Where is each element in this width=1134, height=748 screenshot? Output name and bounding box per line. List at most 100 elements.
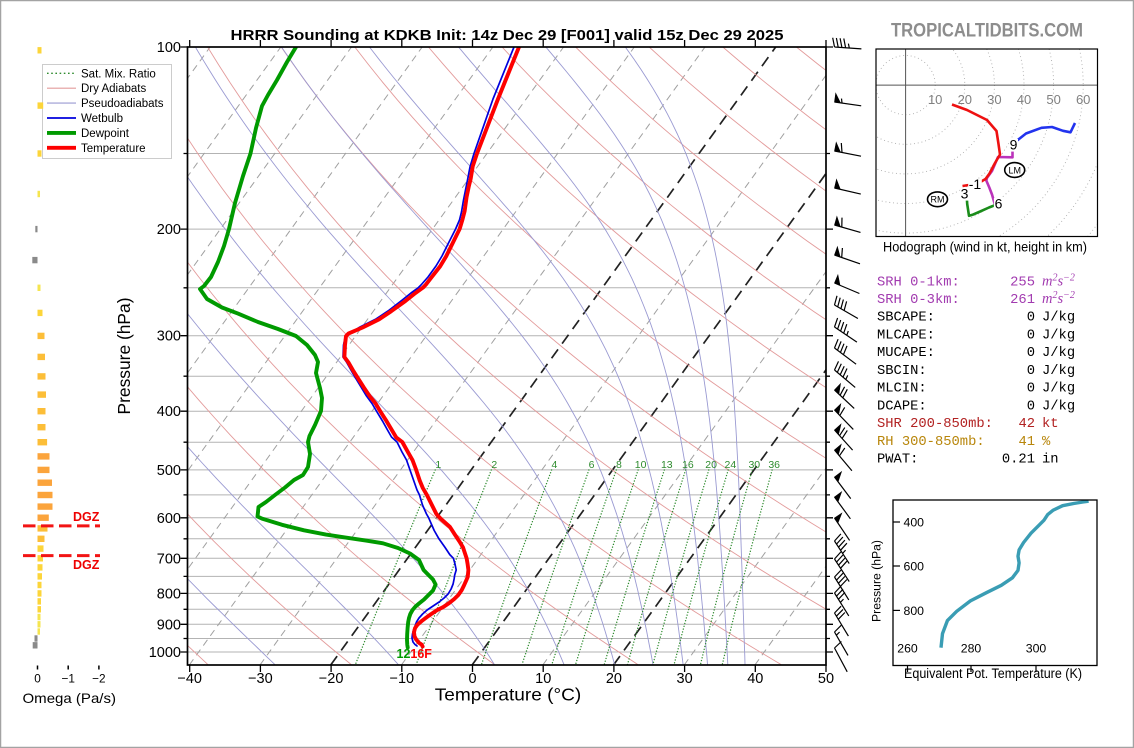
svg-text:300: 300 — [157, 329, 181, 345]
svg-text:261: 261 — [1010, 293, 1035, 308]
svg-text:10: 10 — [535, 671, 551, 687]
svg-text:700: 700 — [157, 551, 181, 567]
svg-text:300: 300 — [1026, 642, 1047, 656]
svg-text:10: 10 — [635, 459, 647, 471]
svg-text:13: 13 — [661, 459, 673, 471]
svg-text:%: % — [1042, 435, 1051, 450]
svg-text:TROPICALTIDBITS.COM: TROPICALTIDBITS.COM — [891, 20, 1083, 42]
svg-text:3: 3 — [961, 186, 969, 202]
svg-text:DGZ: DGZ — [73, 558, 100, 572]
svg-text:-1: -1 — [969, 176, 982, 192]
svg-text:100: 100 — [157, 40, 181, 56]
svg-text:400: 400 — [904, 516, 925, 530]
svg-text:16: 16 — [682, 459, 694, 471]
svg-text:2: 2 — [491, 459, 497, 471]
svg-text:Omega (Pa/s): Omega (Pa/s) — [23, 690, 116, 706]
svg-text:−20: −20 — [319, 671, 344, 687]
svg-text:−1: −1 — [61, 672, 74, 686]
svg-text:Hodograph (wind in kt, height: Hodograph (wind in kt, height in km) — [883, 240, 1087, 255]
svg-text:10: 10 — [928, 92, 942, 107]
svg-text:Dry Adiabats: Dry Adiabats — [81, 83, 146, 95]
svg-text:40: 40 — [1017, 92, 1031, 107]
svg-text:PWAT:: PWAT: — [877, 453, 918, 468]
svg-text:SRH 0-3km:: SRH 0-3km: — [877, 292, 960, 308]
svg-text:0: 0 — [468, 671, 476, 687]
svg-text:J/kg: J/kg — [1042, 328, 1075, 344]
svg-text:RM: RM — [931, 195, 945, 205]
svg-text:J/kg: J/kg — [1042, 381, 1075, 397]
svg-text:400: 400 — [157, 404, 181, 420]
svg-text:kt: kt — [1042, 416, 1059, 432]
svg-text:SRH 0-1km:: SRH 0-1km: — [877, 274, 960, 290]
svg-text:0: 0 — [1027, 364, 1035, 379]
svg-text:SBCAPE:: SBCAPE: — [877, 311, 935, 326]
svg-text:20: 20 — [958, 92, 972, 107]
svg-text:0: 0 — [34, 672, 41, 686]
svg-text:800: 800 — [157, 586, 181, 602]
svg-text:41: 41 — [1018, 435, 1035, 450]
svg-text:J/kg: J/kg — [1042, 398, 1075, 414]
svg-text:SBCIN:: SBCIN: — [877, 364, 927, 379]
svg-text:Pressure (hPa): Pressure (hPa) — [870, 540, 884, 622]
svg-text:−30: −30 — [248, 671, 273, 687]
svg-text:DGZ: DGZ — [73, 510, 100, 524]
svg-text:42: 42 — [1018, 417, 1035, 432]
svg-text:30: 30 — [987, 92, 1001, 107]
svg-text:1: 1 — [435, 459, 441, 471]
svg-text:0: 0 — [1027, 311, 1035, 326]
svg-text:MLCAPE:: MLCAPE: — [877, 329, 935, 344]
svg-text:60: 60 — [1076, 92, 1090, 107]
svg-text:200: 200 — [157, 222, 181, 238]
svg-text:−10: −10 — [389, 671, 414, 687]
svg-text:J/kg: J/kg — [1042, 310, 1075, 326]
svg-text:1000: 1000 — [149, 645, 181, 661]
svg-text:6: 6 — [995, 196, 1003, 212]
svg-text:1216F: 1216F — [397, 647, 433, 661]
svg-text:RH 300-850mb:: RH 300-850mb: — [877, 434, 985, 450]
svg-text:0.21: 0.21 — [1002, 453, 1035, 468]
svg-text:0: 0 — [1027, 399, 1035, 414]
svg-text:Wetbulb: Wetbulb — [81, 113, 123, 125]
svg-text:DCAPE:: DCAPE: — [877, 399, 927, 414]
svg-text:20: 20 — [606, 671, 622, 687]
svg-text:Temperature (°C): Temperature (°C) — [435, 685, 582, 705]
svg-text:0: 0 — [1027, 346, 1035, 361]
svg-text:30: 30 — [677, 671, 693, 687]
svg-text:J/kg: J/kg — [1042, 345, 1075, 361]
svg-text:SHR 200-850mb:: SHR 200-850mb: — [877, 416, 993, 432]
svg-text:HRRR Sounding at KDKB Init: 14: HRRR Sounding at KDKB Init: 14z Dec 29 [… — [231, 27, 785, 44]
svg-text:6: 6 — [589, 459, 595, 471]
svg-text:0: 0 — [1027, 329, 1035, 344]
svg-text:9: 9 — [1010, 137, 1018, 153]
svg-text:Equivalent Pot. Temperature (K: Equivalent Pot. Temperature (K) — [904, 666, 1082, 681]
svg-text:800: 800 — [904, 604, 925, 618]
svg-text:255: 255 — [1010, 275, 1035, 290]
svg-text:4: 4 — [551, 459, 557, 471]
svg-text:50: 50 — [1046, 92, 1060, 107]
svg-text:8: 8 — [616, 459, 622, 471]
svg-text:Sat. Mix. Ratio: Sat. Mix. Ratio — [81, 68, 156, 80]
svg-text:500: 500 — [157, 463, 181, 479]
svg-text:−2: −2 — [92, 672, 105, 686]
svg-text:Pseudoadiabats: Pseudoadiabats — [81, 98, 164, 110]
svg-text:600: 600 — [904, 560, 925, 574]
svg-text:Temperature: Temperature — [81, 143, 146, 155]
svg-text:−40: −40 — [177, 671, 202, 687]
svg-text:0: 0 — [1027, 382, 1035, 397]
svg-text:LM: LM — [1008, 165, 1021, 175]
svg-text:20: 20 — [705, 459, 717, 471]
svg-text:30: 30 — [748, 459, 760, 471]
svg-text:MLCIN:: MLCIN: — [877, 382, 927, 397]
svg-text:24: 24 — [725, 459, 737, 471]
svg-text:50: 50 — [818, 671, 834, 687]
svg-text:in: in — [1042, 452, 1059, 468]
svg-text:Pressure (hPa): Pressure (hPa) — [114, 298, 134, 415]
svg-text:36: 36 — [768, 459, 780, 471]
svg-text:J/kg: J/kg — [1042, 363, 1075, 379]
svg-text:600: 600 — [157, 511, 181, 527]
svg-text:280: 280 — [961, 642, 982, 656]
svg-text:40: 40 — [747, 671, 763, 687]
svg-text:260: 260 — [897, 642, 918, 656]
svg-text:MUCAPE:: MUCAPE: — [877, 346, 935, 361]
svg-text:Dewpoint: Dewpoint — [81, 128, 130, 140]
